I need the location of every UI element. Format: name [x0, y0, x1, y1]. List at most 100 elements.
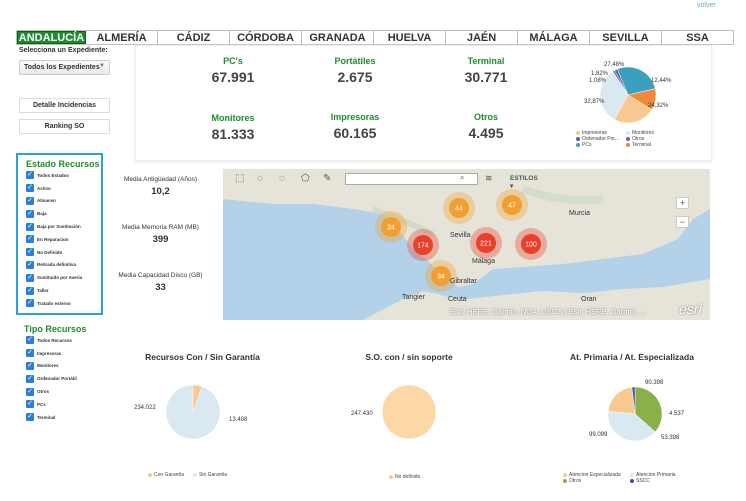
pie-label: 247.430 [351, 411, 373, 417]
estado-checkbox-row[interactable]: ✓ Baja por Sustitución [18, 220, 101, 233]
cluster-marker[interactable] [431, 266, 451, 286]
pie-label: 12,44% [651, 78, 672, 84]
tipo-checkbox-row[interactable]: ✓ Terminal [18, 411, 105, 424]
cluster-marker[interactable] [413, 235, 433, 255]
tipo-checkbox-row[interactable]: ✓ Todos Recursos [18, 334, 105, 347]
chart-title-so: S.O. con / sin soporte [365, 352, 453, 362]
cluster-marker[interactable] [449, 198, 469, 218]
circle-select-icon[interactable]: ◌ [257, 173, 263, 184]
kpi-pcs: PC's 67.991 [211, 56, 255, 85]
tab-5[interactable]: HUELVA [374, 31, 446, 44]
stat-disco: Media Capacidad Disco (GB) 33 [118, 272, 203, 293]
zoom-out-button[interactable]: − [676, 216, 689, 228]
estado-checkbox-row[interactable]: ✓ Tratado externo [18, 297, 101, 310]
tab-3[interactable]: CÓRDOBA [230, 31, 302, 44]
tipo-checkbox-row[interactable]: ✓ Monitores [18, 360, 105, 373]
estado-checkbox-row[interactable]: ✓ Activo [18, 182, 101, 195]
layers-icon[interactable]: ≋ [485, 173, 493, 183]
estado-checkbox-row[interactable]: ✓ Almacen [18, 195, 101, 208]
legend-item: SSCC [630, 478, 650, 484]
estado-checkbox-label: Baja [37, 211, 47, 217]
ranking-so-button[interactable]: Ranking SO [19, 119, 110, 134]
estilos-dropdown[interactable]: ESTILOS ▾ [510, 175, 538, 190]
checkbox-checked-icon[interactable]: ✓ [26, 387, 34, 396]
tab-4[interactable]: GRANADA [302, 31, 374, 44]
search-icon[interactable]: ⌕ [460, 173, 465, 182]
cluster-marker[interactable] [476, 233, 496, 253]
pie-slice [627, 88, 657, 110]
legend-item: PCs [576, 142, 591, 148]
estado-checkbox-row[interactable]: ✓ En Reparacion [18, 233, 101, 246]
checkbox-checked-icon[interactable]: ✓ [26, 361, 34, 370]
cluster-count: 47 [508, 203, 516, 210]
checkbox-checked-icon[interactable]: ✓ [26, 299, 34, 308]
edit-icon[interactable]: ✎ [323, 173, 332, 184]
estado-checkbox-row[interactable]: ✓ Todos Estados [18, 169, 101, 182]
tipo-checkbox-row[interactable]: ✓ Otros [18, 385, 105, 398]
checkbox-checked-icon[interactable]: ✓ [26, 171, 34, 180]
checkbox-checked-icon[interactable]: ✓ [26, 400, 34, 409]
checkbox-checked-icon[interactable]: ✓ [26, 235, 34, 244]
checkbox-checked-icon[interactable]: ✓ [26, 209, 34, 218]
cluster-marker[interactable] [381, 217, 401, 237]
estado-checkbox-row[interactable]: ✓ No Definido [18, 246, 101, 259]
tipo-recursos-filter: Tipo Recursos ✓ Todos Recursos ✓ Impresoras… [18, 320, 105, 430]
tab-0[interactable]: ANDALUCÍA [17, 31, 86, 44]
stat-antiguedad: Media Antigüedad (Años) 10,2 [124, 176, 197, 197]
tipo-checkbox-row[interactable]: ✓ PCs [18, 398, 105, 411]
place-label: Oran [581, 296, 597, 303]
volver-link[interactable]: volver [697, 2, 716, 9]
estado-checkbox-row[interactable]: ✓ Taller [18, 284, 101, 297]
checkbox-checked-icon[interactable]: ✓ [26, 248, 34, 257]
garantia-pie [165, 384, 221, 440]
legend-item: No definido [389, 474, 420, 480]
checkbox-checked-icon[interactable]: ✓ [26, 286, 34, 295]
province-tabs: ANDALUCÍA ALMERÍA CÁDIZ CÓRDOBA GRANADA HUELV… [16, 30, 734, 45]
tab-8[interactable]: SEVILLA [590, 31, 662, 44]
estado-checkbox-label: Activo [37, 185, 51, 191]
select-value: Todos los Expedientes [24, 64, 100, 71]
estado-checkbox-row[interactable]: ✓ Sustituido por Averia [18, 271, 101, 284]
tab-1[interactable]: ALMERÍA [86, 31, 158, 44]
zoom-in-button[interactable]: + [676, 197, 689, 209]
expediente-select[interactable]: Todos los Expedientes ▼ [19, 60, 110, 75]
checkbox-checked-icon[interactable]: ✓ [26, 336, 34, 345]
tab-6[interactable]: JAÉN [446, 31, 518, 44]
tipo-checkbox-row[interactable]: ✓ Impresoras [18, 347, 105, 360]
detalle-incidencias-button[interactable]: Detalle Incidencias [19, 98, 110, 113]
lasso-icon[interactable]: ◌ [279, 173, 285, 184]
checkbox-checked-icon[interactable]: ✓ [26, 349, 34, 358]
legend-item: Otros [626, 136, 644, 142]
polygon-icon[interactable]: ⬠ [301, 173, 310, 184]
checkbox-checked-icon[interactable]: ✓ [26, 273, 34, 282]
checkbox-checked-icon[interactable]: ✓ [26, 184, 34, 193]
checkbox-checked-icon[interactable]: ✓ [26, 260, 34, 269]
legend-item: Ordenador Por... [576, 136, 619, 142]
estado-checkbox-label: Baja por Sustitución [37, 224, 81, 230]
cluster-count: 100 [525, 242, 537, 249]
rectangle-select-icon[interactable]: ⬚ [235, 173, 245, 184]
tab-9[interactable]: SSA [662, 31, 733, 44]
estado-checkbox-row[interactable]: ✓ Retirada definitiva [18, 259, 101, 272]
tipo-checkbox-row[interactable]: ✓ Ordenador Portátil [18, 372, 105, 385]
cluster-marker[interactable] [521, 234, 541, 254]
kpi-portatiles: Portátiles 2.675 [334, 56, 376, 85]
tipo-checkbox-label: Monitores [37, 363, 59, 369]
tipo-checkbox-label: PCs [37, 401, 46, 407]
estado-checkbox-row[interactable]: ✓ Baja [18, 207, 101, 220]
tipo-checkbox-label: Todos Recursos [37, 337, 72, 343]
map-search-input[interactable] [345, 173, 478, 185]
checkbox-checked-icon[interactable]: ✓ [26, 374, 34, 383]
checkbox-checked-icon[interactable]: ✓ [26, 196, 34, 205]
tab-7[interactable]: MÁLAGA [518, 31, 590, 44]
pie-slice [631, 386, 636, 415]
checkbox-checked-icon[interactable]: ✓ [26, 222, 34, 231]
tipo-list: ✓ Todos Recursos ✓ Impresoras ✓ Monitores ✓ Ord… [18, 334, 105, 424]
cluster-marker[interactable] [502, 195, 522, 215]
map-toolbar: ⬚ ◌ ◌ ⬠ ✎ ⌕ ≋ ESTILOS ▾ [229, 172, 538, 190]
map-view[interactable]: 24 44 47 174 221 100 34 [223, 169, 710, 320]
checkbox-checked-icon[interactable]: ✓ [26, 413, 34, 422]
legend-item: Con Garantía [148, 472, 184, 478]
estado-checkbox-label: Sustituido por Averia [37, 275, 83, 281]
tab-2[interactable]: CÁDIZ [158, 31, 230, 44]
